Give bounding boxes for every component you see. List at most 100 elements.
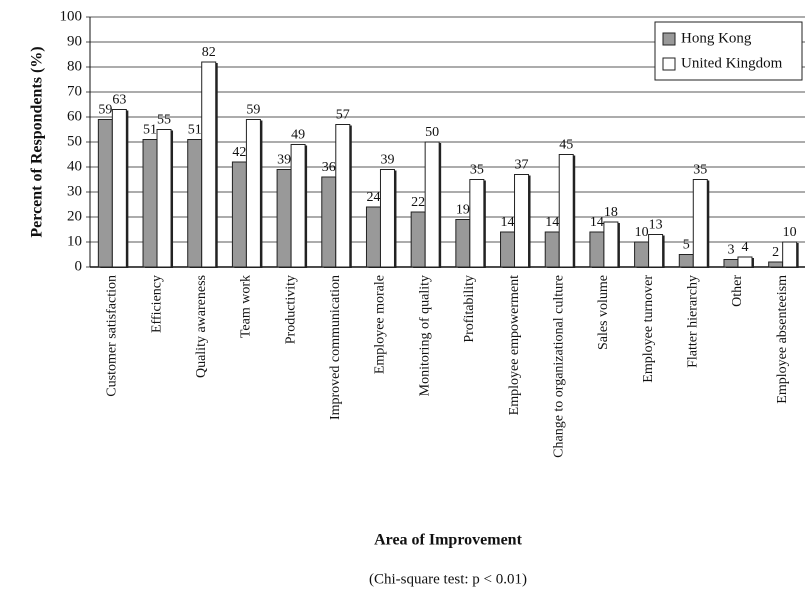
note: (Chi-square test: p < 0.01): [369, 571, 527, 587]
x-tick-label: Quality awareness: [194, 275, 209, 378]
bar: [737, 256, 753, 268]
y-tick-label: 50: [67, 133, 82, 149]
x-tick-label: Team work: [239, 275, 254, 338]
x-tick-label: Sales volume: [596, 275, 611, 350]
bar: [321, 176, 337, 268]
data-label: 14: [545, 215, 559, 230]
data-label: 5: [683, 238, 690, 253]
bar: [692, 179, 708, 268]
bar: [768, 261, 784, 268]
x-tick-label: Customer satisfaction: [105, 275, 120, 397]
y-tick-label: 10: [67, 233, 82, 249]
data-label: 39: [277, 153, 291, 168]
data-label: 2: [772, 245, 779, 260]
y-tick-label: 60: [67, 108, 82, 124]
bar: [514, 174, 530, 268]
x-tick-label: Efficiency: [149, 275, 164, 333]
bar: [245, 119, 261, 268]
data-label: 3: [727, 243, 734, 258]
x-tick-label: Other: [730, 275, 745, 307]
data-label: 14: [590, 215, 604, 230]
data-label: 49: [291, 128, 305, 143]
data-label: 24: [366, 190, 380, 205]
y-axis-label: Percent of Respondents (%): [29, 46, 46, 237]
x-tick-label: Monitoring of quality: [417, 275, 432, 396]
bar: [365, 206, 381, 268]
bar: [500, 231, 516, 268]
data-label: 57: [336, 108, 350, 123]
legend-swatch: [662, 32, 676, 46]
data-label: 13: [649, 218, 663, 233]
bar: [603, 221, 619, 268]
x-tick-label: Improved communication: [328, 275, 343, 420]
data-label: 82: [202, 45, 216, 60]
bar: [410, 211, 426, 268]
bar: [187, 139, 203, 268]
x-tick-label: Employee morale: [373, 275, 388, 374]
data-label: 18: [604, 205, 618, 220]
data-label: 55: [157, 113, 171, 128]
y-tick-label: 90: [67, 33, 82, 49]
legend-box: [654, 21, 803, 81]
data-label: 45: [559, 138, 573, 153]
data-label: 35: [693, 163, 707, 178]
y-tick-label: 0: [75, 258, 83, 274]
data-label: 19: [456, 203, 470, 218]
data-label: 63: [112, 93, 126, 108]
y-tick-label: 80: [67, 58, 82, 74]
bar: [723, 259, 739, 268]
y-tick-label: 100: [60, 8, 83, 24]
bar: [142, 139, 158, 268]
data-label: 51: [143, 123, 157, 138]
bar: [558, 154, 574, 268]
bar: [424, 141, 440, 268]
x-axis-label: Area of Improvement: [374, 532, 522, 549]
y-tick-label: 20: [67, 208, 82, 224]
data-label: 10: [783, 225, 797, 240]
bar: [276, 169, 292, 268]
bar: [589, 231, 605, 268]
bar: [335, 124, 351, 268]
bar: [231, 161, 247, 268]
x-tick-label: Employee empowerment: [507, 275, 522, 415]
bar: [678, 254, 694, 268]
bar: [97, 119, 113, 268]
bar: [156, 129, 172, 268]
bar: [648, 234, 664, 268]
data-label: 59: [98, 103, 112, 118]
data-label: 39: [380, 153, 394, 168]
data-label: 22: [411, 195, 425, 210]
data-label: 14: [501, 215, 515, 230]
y-tick-label: 70: [67, 83, 82, 99]
x-tick-label: Productivity: [283, 275, 298, 344]
x-tick-label: Employee absenteeism: [775, 275, 790, 404]
data-label: 42: [232, 145, 246, 160]
x-tick-label: Flatter hierarchy: [686, 275, 701, 368]
bar: [201, 61, 217, 268]
bar: [782, 241, 798, 268]
bar: [111, 109, 127, 268]
data-label: 59: [246, 103, 260, 118]
bar: [634, 241, 650, 268]
data-label: 4: [741, 240, 748, 255]
x-tick-label: Profitability: [462, 275, 477, 343]
bar: [379, 169, 395, 268]
bar: [290, 144, 306, 268]
y-tick-label: 40: [67, 158, 82, 174]
x-tick-label: Change to organizational culture: [551, 275, 566, 458]
data-label: 35: [470, 163, 484, 178]
data-label: 50: [425, 125, 439, 140]
y-tick-label: 30: [67, 183, 82, 199]
bar: [469, 179, 485, 268]
legend-swatch: [662, 57, 676, 71]
data-label: 51: [188, 123, 202, 138]
data-label: 36: [322, 160, 336, 175]
legend-label: Hong Kong: [681, 30, 752, 46]
data-label: 10: [635, 225, 649, 240]
data-label: 37: [515, 158, 529, 173]
x-tick-label: Employee turnover: [641, 275, 656, 383]
bar: [544, 231, 560, 268]
legend-label: United Kingdom: [681, 55, 783, 71]
bar: [455, 219, 471, 268]
